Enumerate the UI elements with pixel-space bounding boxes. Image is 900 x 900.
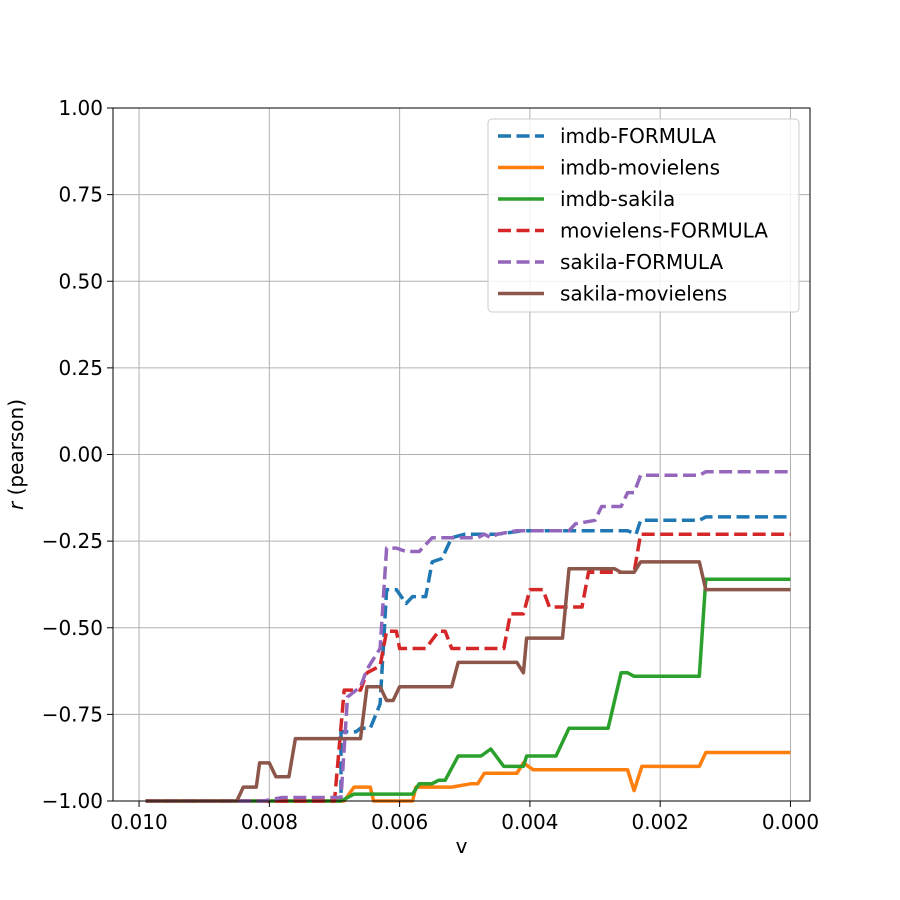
y-tick-label: 0.75 xyxy=(58,183,103,207)
y-tick-label: 0.25 xyxy=(58,356,103,380)
x-tick-label: 0.008 xyxy=(241,810,298,834)
series-line-imdb-FORMULA xyxy=(145,515,791,803)
series-line-sakila-FORMULA xyxy=(145,470,791,803)
series-line-imdb-sakila xyxy=(145,577,791,803)
series-lines xyxy=(145,470,791,803)
series-line-movielens-FORMULA xyxy=(145,532,791,803)
y-axis-label-symbol: r xyxy=(4,500,28,510)
y-tick-label: 0.50 xyxy=(58,269,103,293)
y-axis-ticks: −1.00 −0.75 −0.50 −0.25 0.00 0.25 0.50 0.75 1.00 xyxy=(42,96,113,813)
y-tick-label: 0.00 xyxy=(58,443,103,467)
series-line-imdb-movielens xyxy=(145,750,791,803)
x-axis-ticks: 0.010 0.008 0.006 0.004 0.002 0.000 xyxy=(110,801,819,834)
y-axis-label-text: (pearson) xyxy=(4,399,28,502)
y-tick-label: 1.00 xyxy=(58,96,103,120)
legend-label: imdb-sakila xyxy=(560,187,675,211)
x-tick-label: 0.004 xyxy=(501,810,558,834)
legend-label: sakila-movielens xyxy=(560,282,727,306)
legend-label: imdb-movielens xyxy=(560,156,720,180)
series-line-sakila-movielens xyxy=(145,560,791,803)
legend-box xyxy=(487,118,800,313)
x-tick-label: 0.006 xyxy=(371,810,428,834)
y-tick-label: −0.50 xyxy=(42,616,103,640)
y-axis-label: r (pearson) xyxy=(4,399,28,510)
x-tick-label: 0.010 xyxy=(110,810,167,834)
y-tick-label: −0.25 xyxy=(42,529,103,553)
y-tick-label: −1.00 xyxy=(42,789,103,813)
legend-label: sakila-FORMULA xyxy=(560,250,723,274)
y-tick-label: −0.75 xyxy=(42,702,103,726)
x-tick-label: 0.000 xyxy=(762,810,819,834)
legend-label: movielens-FORMULA xyxy=(560,219,768,243)
x-axis-label: v xyxy=(456,834,468,858)
x-tick-label: 0.002 xyxy=(632,810,689,834)
legend: imdb-FORMULA imdb-movielens imdb-sakila mov… xyxy=(487,118,800,313)
legend-label: imdb-FORMULA xyxy=(560,124,716,148)
